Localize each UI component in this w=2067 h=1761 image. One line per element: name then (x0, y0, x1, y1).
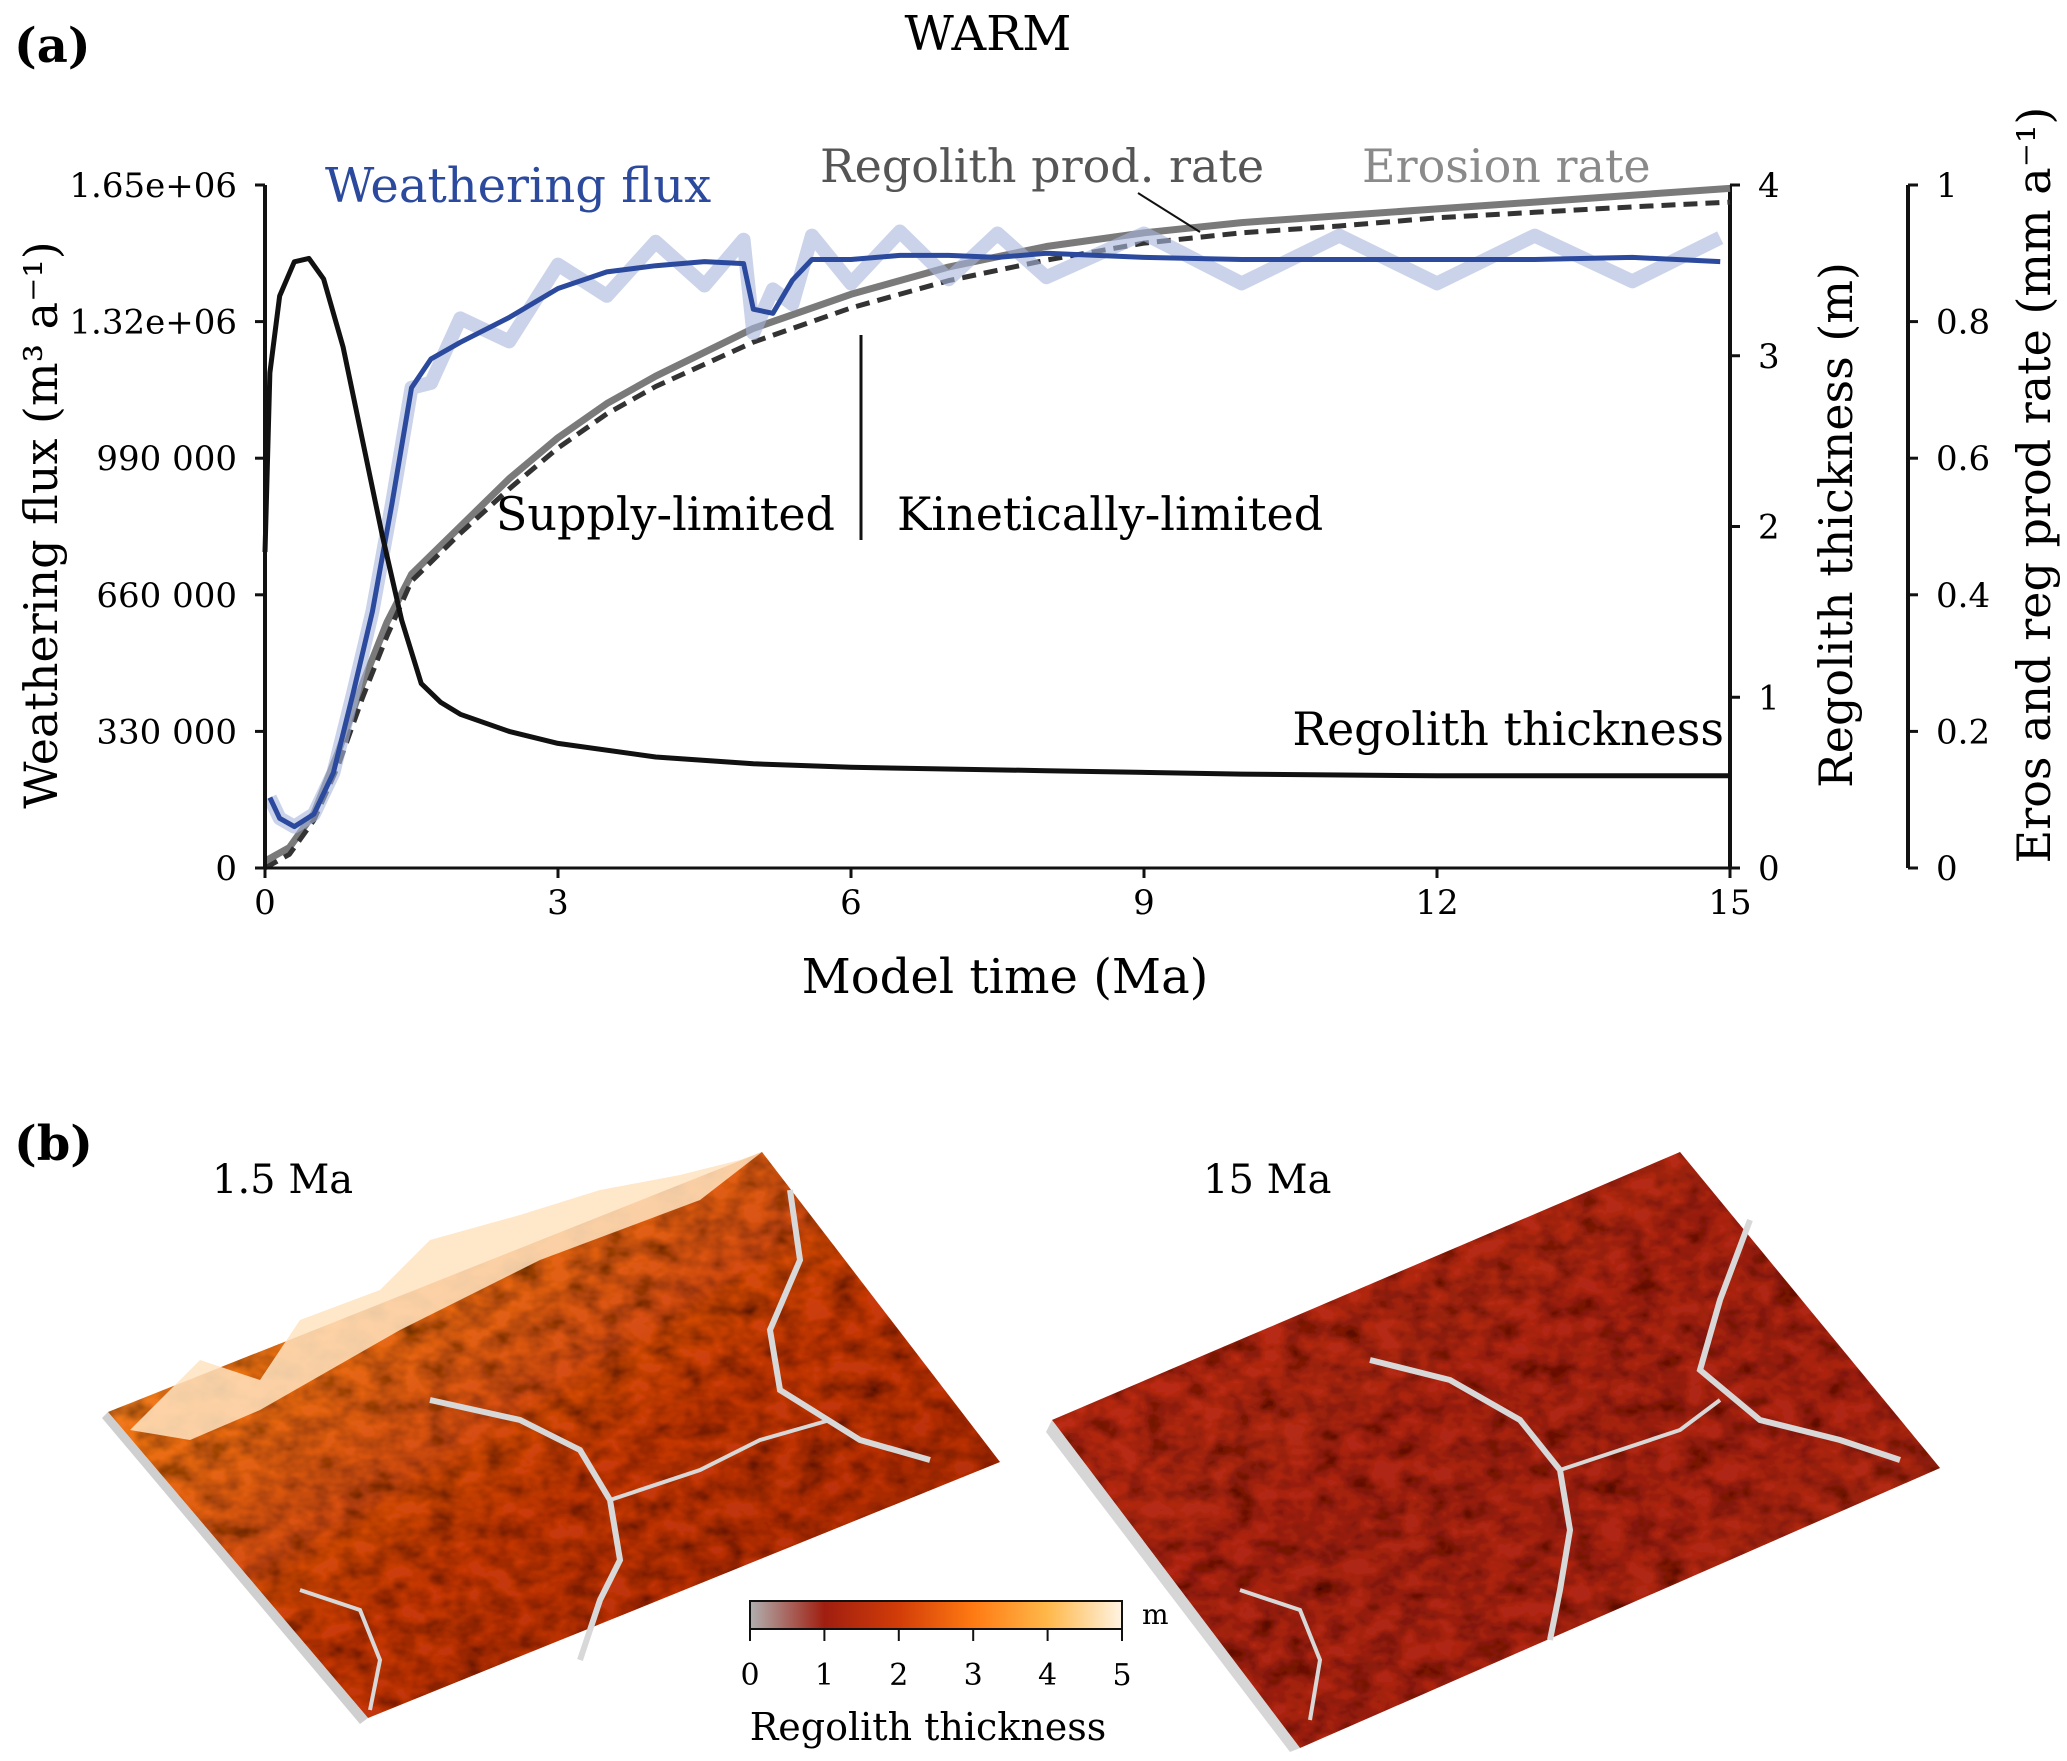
regolith-thickness-label: Regolith thickness (1292, 702, 1724, 756)
left-tick-label: 660 000 (96, 576, 237, 616)
right-tick-label: 0.6 (1936, 439, 1990, 479)
left-tick-label: 0 (215, 849, 237, 889)
colorbar-tick-label: 2 (889, 1658, 908, 1693)
x-tick-label: 3 (547, 883, 569, 923)
right-tick-label: 0 (1936, 849, 1958, 889)
weathering-flux-label: Weathering flux (325, 158, 711, 214)
x-axis-label: Model time (Ma) (802, 949, 1209, 1005)
kinetically-limited-label: Kinetically-limited (897, 487, 1323, 541)
regolith-prod-rate-label: Regolith prod. rate (820, 139, 1264, 193)
colorbar-gradient (749, 1600, 1123, 1630)
right-tick-label: 1 (1936, 166, 1958, 206)
map-right-label: 15 Ma (1203, 1157, 1331, 1203)
left-tick-label: 1.32e+06 (69, 303, 237, 343)
erosion-rate-axis: 0 0.2 0.4 0.6 0.8 1 (1906, 166, 1990, 889)
series-layer (262, 184, 1731, 871)
panel-a-label: (a) (14, 18, 91, 74)
series-regolith-prod-rate (263, 199, 1731, 871)
colorbar-tick-label: 1 (815, 1658, 834, 1693)
colorbar-tick-label: 5 (1112, 1658, 1131, 1693)
colorbar-tick-label: 0 (740, 1658, 759, 1693)
colorbar-tick-label: 4 (1038, 1658, 1057, 1693)
left-tick-label: 990 000 (96, 439, 237, 479)
x-tick-label: 9 (1133, 883, 1155, 923)
x-tick-label: 12 (1415, 883, 1458, 923)
panel-b-label: (b) (14, 1116, 93, 1172)
mid-tick-label: 2 (1758, 508, 1780, 548)
left-y-ticks: 0 330 000 660 000 990 000 1.32e+06 1.65e+06 (69, 166, 265, 889)
colorbar-unit: m (1142, 1598, 1169, 1631)
regolith-prod-rate-pointer (1137, 192, 1201, 233)
map-left-label: 1.5 Ma (212, 1157, 353, 1203)
series-weathering-flux (267, 250, 1721, 830)
mid-y-axis-label: Regolith thickness (m) (1809, 262, 1863, 788)
regolith-thickness-axis: 0 1 2 3 4 (1728, 166, 1780, 889)
left-tick-label: 330 000 (96, 712, 237, 752)
left-tick-label: 1.65e+06 (69, 166, 237, 206)
series-regolith-thickness (262, 255, 1730, 779)
supply-limited-label: Supply-limited (496, 487, 835, 541)
right-tick-label: 0.8 (1936, 303, 1990, 343)
x-ticks: 0 3 6 9 12 15 (254, 868, 1752, 923)
terrain-map-1-5ma (102, 1152, 1000, 1724)
mid-tick-label: 1 (1758, 678, 1780, 718)
chart-title: WARM (905, 6, 1072, 62)
left-y-axis-label: Weathering flux (m³ a⁻¹) (14, 241, 68, 809)
x-tick-label: 15 (1708, 883, 1751, 923)
colorbar-tick-label: 3 (964, 1658, 983, 1693)
colorbar-title: Regolith thickness (750, 1705, 1107, 1749)
right-tick-label: 0.2 (1936, 712, 1990, 752)
colorbar-ticks: 0 1 2 3 4 5 (740, 1629, 1132, 1693)
mid-tick-label: 3 (1758, 337, 1780, 377)
terrain-map-15ma (1046, 1152, 1940, 1752)
mid-tick-label: 0 (1758, 849, 1780, 889)
right-y-axis-label: Eros and reg prod rate (mm a⁻¹) (2007, 107, 2061, 864)
right-tick-label: 0.4 (1936, 576, 1990, 616)
erosion-rate-label: Erosion rate (1362, 139, 1651, 193)
mid-tick-label: 4 (1758, 166, 1780, 206)
x-tick-label: 6 (840, 883, 862, 923)
x-tick-label: 0 (254, 883, 276, 923)
